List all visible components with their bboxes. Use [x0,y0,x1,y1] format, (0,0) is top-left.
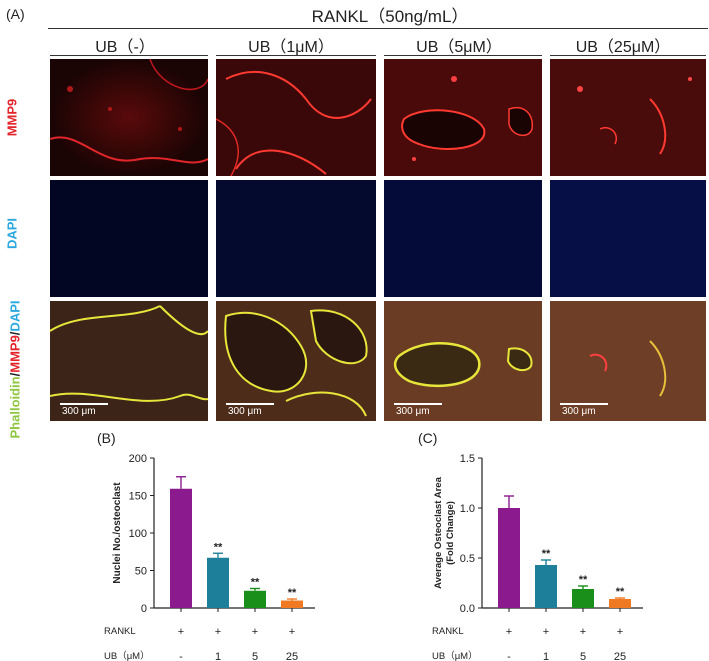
bar [244,590,266,608]
scale-bar-label-0: 300 μm [62,406,96,417]
row-label-slash-1: / [7,372,23,377]
rankl-value: + [289,626,295,638]
ub-concentration-value: - [179,651,183,661]
rankl-value: + [252,626,258,638]
micrograph-merge-ub-5 [384,301,542,421]
y-axis-label: Nuclei No./osteoclast [112,482,123,584]
scale-bar-2 [394,403,442,405]
row-label-merge: Phalloidin/MMP9/DAPI [8,285,23,455]
y-tick-label: 150 [129,491,147,503]
micrograph-merge-ub-1 [216,301,376,421]
bar [170,488,192,608]
ub-concentration-value: 5 [252,651,258,661]
column-title-ub-5: UB（5μM） [416,39,502,56]
micrograph-mmp9-ub-0 [50,59,208,176]
y-tick-label: 200 [129,453,147,465]
micrograph-dapi-ub-25 [550,180,706,297]
panel-c-label: (C) [418,430,438,446]
micrograph-merge-ub-0 [50,301,208,421]
column-title-ub-25: UB（25μM） [575,39,671,56]
ub-concentration-value: 1 [543,651,549,661]
panel-a-label: (A) [6,6,25,22]
column-rule-0 [50,55,208,56]
scale-bar-label-3: 300 μm [562,406,596,417]
bar [535,565,557,608]
significance-marker: ** [616,586,625,598]
row-label-slash-2: / [7,331,23,336]
micrograph-dapi-ub-5 [384,180,542,297]
ub-concentration-value: 5 [580,651,586,661]
rankl-value: + [178,626,184,638]
micrograph-dapi-ub-0 [50,180,208,297]
rankl-row-label: RANKL [104,626,136,637]
ub-row-label: UB（μM） [432,650,478,661]
rankl-value: + [215,626,221,638]
micrograph-merge-ub-25 [550,301,706,421]
scale-bar-0 [60,403,108,405]
ub-concentration-value: - [507,651,511,661]
area-bar-chart: 0.0 0.5 1.0 1.5 Average Osteoclast Area (Fold… [432,453,643,661]
scale-bar-label-1: 300 μm [228,406,262,417]
scale-bar-3 [560,403,608,405]
ub-row-label: UB（μM） [104,650,150,661]
y-tick-label: 1.5 [460,453,475,465]
scale-bar-1 [226,403,274,405]
row-label-dapi: DAPI [4,217,20,250]
rankl-value: + [580,626,586,638]
ub-concentration-value: 1 [215,651,221,661]
rankl-value: + [617,626,623,638]
column-rule-2 [384,55,542,56]
panel-b-label: (B) [97,430,116,446]
y-tick-label: 100 [129,528,147,540]
significance-marker: ** [251,577,260,589]
rankl-value: + [506,626,512,638]
micrograph-mmp9-ub-5 [384,59,542,176]
significance-marker: ** [542,548,551,560]
rankl-header: RANKL（50ng/mL） [311,7,469,26]
bar [281,600,303,608]
row-label-merge-dapi: DAPI [7,300,23,332]
significance-marker: ** [288,587,297,599]
column-rule-3 [550,55,706,56]
rankl-header-rule [48,28,708,29]
significance-marker: ** [214,541,223,553]
y-tick-label: 0.5 [460,553,475,565]
micrograph-mmp9-ub-25 [550,59,706,176]
y-axis-label-line2: (Fold Change) [445,501,456,565]
nuclei-bar-chart: 0 50 100 150 200 Nuclei No./osteoclast + - ** +1 *… [104,453,315,661]
y-tick-label: 0.0 [460,603,475,615]
bar [609,599,631,608]
y-tick-label: 1.0 [460,503,475,515]
column-rule-1 [216,55,376,56]
rankl-value: + [543,626,549,638]
y-tick-label: 0 [141,603,147,615]
bar [572,589,594,608]
bar [207,557,229,608]
row-label-merge-mmp9: MMP9 [7,335,23,373]
column-title-ub-0: UB（-） [95,39,155,56]
scale-bar-label-2: 300 μm [396,406,430,417]
significance-marker: ** [579,574,588,586]
row-label-mmp9: MMP9 [4,98,20,137]
rankl-row-label: RANKL [432,626,464,637]
micrograph-dapi-ub-1 [216,180,376,297]
ub-concentration-value: 25 [286,651,298,661]
row-label-phalloidin: Phalloidin [7,376,23,439]
column-title-ub-1: UB（1μM） [248,39,334,56]
y-tick-label: 50 [135,566,147,578]
ub-concentration-value: 25 [614,651,626,661]
bar [498,508,520,608]
y-axis-label: Average Osteoclast Area [433,476,444,588]
micrograph-mmp9-ub-1 [216,59,376,176]
